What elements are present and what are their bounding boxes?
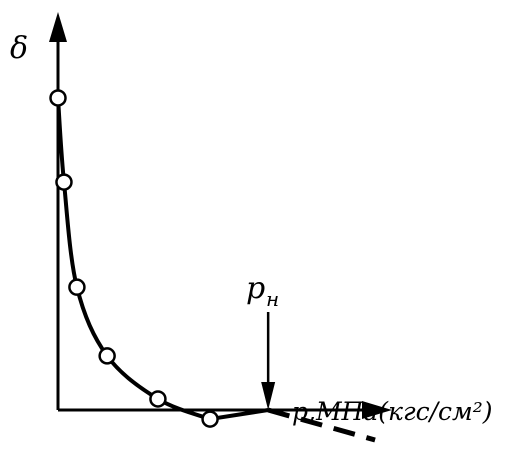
annotation-subscript: н xyxy=(266,287,279,311)
x-axis-arrow xyxy=(362,401,392,419)
data-point xyxy=(68,278,86,296)
annotation-arrow-head xyxy=(261,382,276,410)
curve xyxy=(209,408,269,422)
data-point xyxy=(149,390,167,408)
data-point xyxy=(201,410,219,428)
data-point xyxy=(55,173,73,191)
y-axis-arrow xyxy=(49,12,67,42)
data-point xyxy=(98,347,116,365)
annotation: p н xyxy=(246,271,279,311)
x-axis-label: p,МПа(кгс/см²) xyxy=(292,397,493,426)
y-axis-label: δ xyxy=(10,31,28,66)
annotation-text: p xyxy=(246,271,265,306)
data-point xyxy=(49,89,67,107)
curve xyxy=(267,407,376,443)
curve xyxy=(56,97,211,421)
